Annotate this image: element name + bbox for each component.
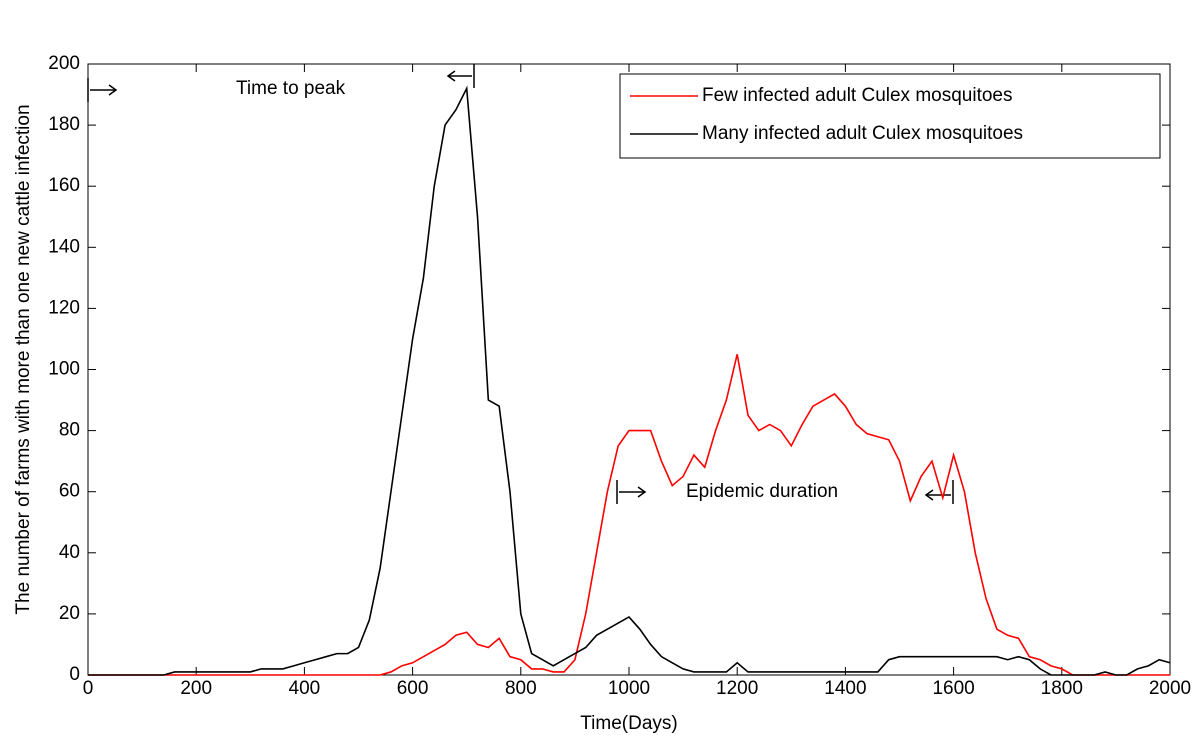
y-tick-label: 20 <box>59 603 80 624</box>
x-tick-label: 200 <box>180 678 212 699</box>
x-tick-label: 1400 <box>824 678 866 699</box>
x-axis-label: Time(Days) <box>580 713 677 734</box>
y-tick-label: 60 <box>59 481 80 502</box>
legend-label: Many infected adult Culex mosquitoes <box>702 123 1023 144</box>
annotation: Epidemic duration <box>686 481 838 502</box>
series-line <box>88 85 1171 676</box>
plot-frame <box>87 63 1171 676</box>
y-tick-label: 40 <box>59 542 80 563</box>
x-tick-label: 1000 <box>608 678 650 699</box>
annotation-arrows <box>87 64 954 504</box>
y-tick-label: 80 <box>59 420 80 441</box>
y-tick-label: 180 <box>48 114 80 135</box>
legend-label: Few infected adult Culex mosquitoes <box>702 85 1013 106</box>
legend-box <box>619 73 1161 159</box>
y-tick-label: 200 <box>48 53 80 74</box>
y-tick-label: 100 <box>48 359 80 380</box>
x-tick-label: 1600 <box>932 678 974 699</box>
x-tick-label: 1800 <box>1041 678 1083 699</box>
annotation: Time to peak <box>236 78 346 99</box>
y-tick-label: 140 <box>48 236 80 257</box>
x-tick-label: 600 <box>397 678 429 699</box>
y-axis-label: The number of farms with more than one n… <box>13 104 34 614</box>
x-tick-label: 0 <box>83 678 94 699</box>
series-line <box>88 354 1170 676</box>
x-tick-label: 1200 <box>716 678 758 699</box>
x-tick-label: 400 <box>289 678 321 699</box>
x-tick-label: 800 <box>505 678 537 699</box>
x-tick-label: 2000 <box>1149 678 1191 699</box>
y-tick-label: 160 <box>48 175 80 196</box>
y-tick-label: 120 <box>48 297 80 318</box>
y-tick-label: 0 <box>69 664 80 685</box>
